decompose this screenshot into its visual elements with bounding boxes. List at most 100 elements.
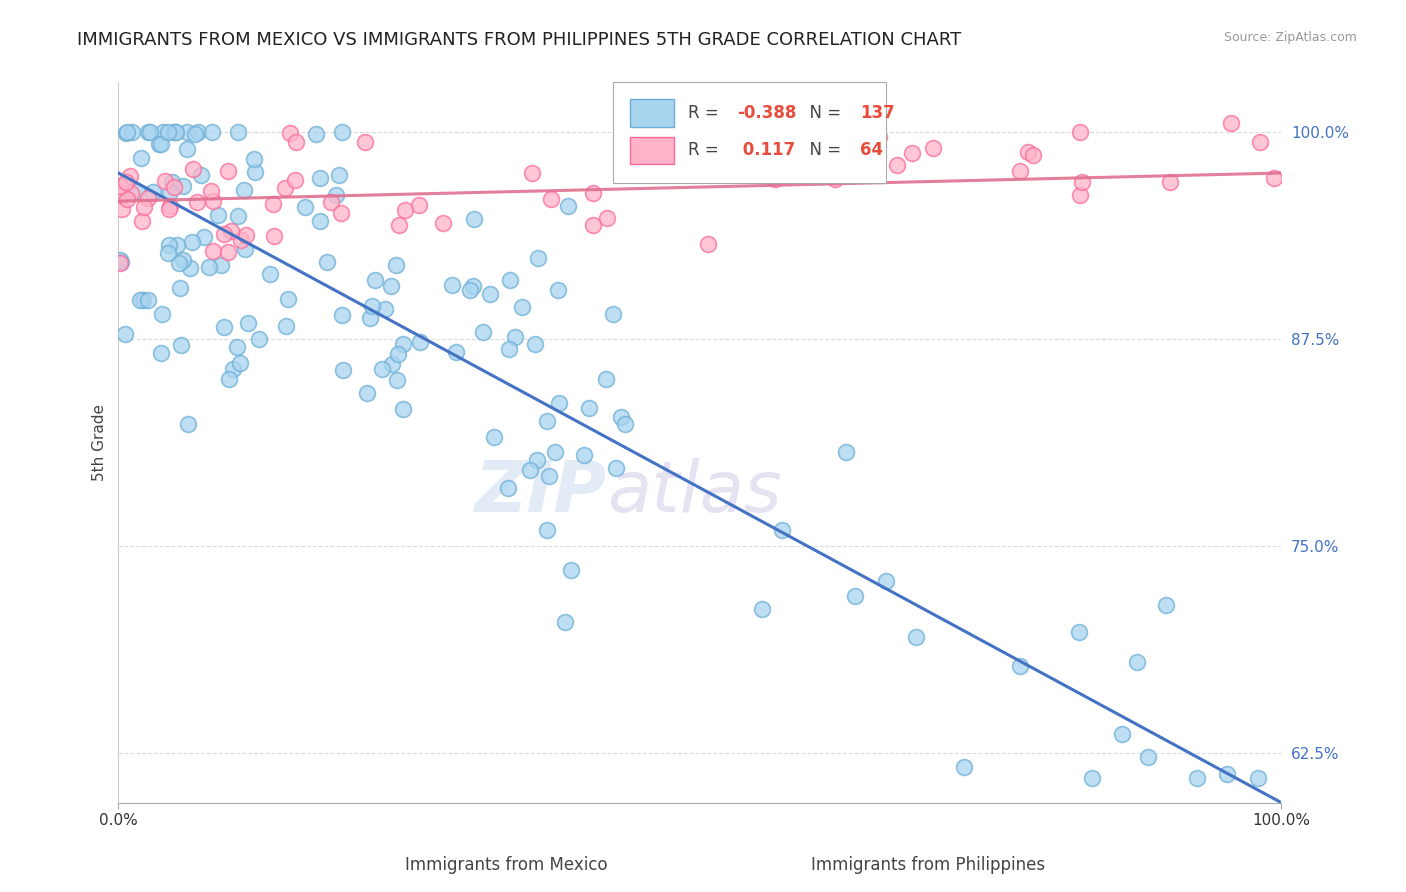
Point [385, 258, 408, 272]
Point [614, 417, 637, 431]
Point [751, 601, 773, 615]
Point [770, 524, 793, 538]
Point [471, 326, 494, 340]
Point [159, 238, 181, 252]
Point [181, 235, 204, 250]
Point [247, 332, 270, 346]
Point [226, 209, 249, 223]
Text: IMMIGRANTS FROM MEXICO VS IMMIGRANTS FROM PHILIPPINES 5TH GRADE CORRELATION CHAR: IMMIGRANTS FROM MEXICO VS IMMIGRANTS FRO… [77, 31, 962, 49]
Point [557, 199, 579, 213]
Point [1263, 170, 1285, 185]
Point [305, 127, 328, 141]
Point [520, 166, 543, 180]
Point [184, 128, 207, 142]
Point [548, 396, 571, 410]
Point [129, 151, 152, 165]
Text: ZIP: ZIP [474, 458, 607, 527]
Text: N =: N = [799, 103, 846, 122]
Point [560, 563, 582, 577]
Point [190, 169, 212, 183]
Point [263, 229, 285, 244]
Point [150, 308, 173, 322]
Point [284, 172, 307, 186]
Point [221, 224, 243, 238]
Point [602, 307, 624, 321]
Point [581, 186, 603, 200]
Point [110, 178, 132, 193]
Point [325, 188, 347, 202]
Point [117, 125, 139, 139]
Point [527, 251, 550, 265]
Point [309, 171, 332, 186]
Point [824, 172, 846, 186]
Point [225, 340, 247, 354]
Point [479, 286, 502, 301]
Point [132, 293, 155, 308]
Point [1249, 136, 1271, 150]
Point [149, 346, 172, 360]
Point [186, 125, 208, 139]
Point [1159, 175, 1181, 189]
Point [526, 453, 548, 467]
Point [1137, 750, 1160, 764]
Point [1185, 771, 1208, 785]
Point [169, 281, 191, 295]
Point [157, 202, 180, 217]
Point [835, 445, 858, 459]
Point [176, 417, 198, 431]
Point [316, 254, 339, 268]
Point [181, 161, 204, 176]
Point [136, 191, 159, 205]
Point [763, 171, 786, 186]
Point [953, 760, 976, 774]
Point [901, 145, 924, 160]
Point [463, 279, 485, 293]
Point [364, 273, 387, 287]
Point [212, 227, 235, 242]
Point [387, 347, 409, 361]
Text: Immigrants from Philippines: Immigrants from Philippines [811, 855, 1045, 873]
Point [132, 200, 155, 214]
Point [519, 463, 541, 477]
Point [278, 126, 301, 140]
Point [159, 185, 181, 199]
FancyBboxPatch shape [630, 99, 675, 127]
Point [110, 254, 132, 268]
Point [193, 230, 215, 244]
Point [163, 125, 186, 139]
Point [170, 337, 193, 351]
Point [235, 227, 257, 242]
Point [125, 185, 148, 199]
Point [197, 260, 219, 274]
Point [811, 165, 834, 179]
Point [176, 125, 198, 139]
Point [387, 218, 409, 232]
Point [226, 125, 249, 139]
Point [236, 316, 259, 330]
Point [163, 125, 186, 139]
Point [387, 373, 409, 387]
Point [432, 216, 454, 230]
Point [844, 589, 866, 603]
Point [321, 194, 343, 209]
Point [540, 193, 562, 207]
Point [328, 168, 350, 182]
Point [136, 125, 159, 139]
Point [150, 136, 173, 151]
Point [371, 362, 394, 376]
Text: Source: ZipAtlas.com: Source: ZipAtlas.com [1223, 31, 1357, 45]
Point [380, 278, 402, 293]
Point [172, 252, 194, 267]
Point [536, 414, 558, 428]
Point [156, 125, 179, 139]
Point [922, 141, 945, 155]
Point [114, 126, 136, 140]
Text: R =: R = [688, 103, 724, 122]
Point [408, 197, 430, 211]
Point [330, 125, 353, 139]
Point [233, 183, 256, 197]
Point [1022, 148, 1045, 162]
Point [595, 211, 617, 226]
Point [1126, 656, 1149, 670]
Point [1111, 727, 1133, 741]
